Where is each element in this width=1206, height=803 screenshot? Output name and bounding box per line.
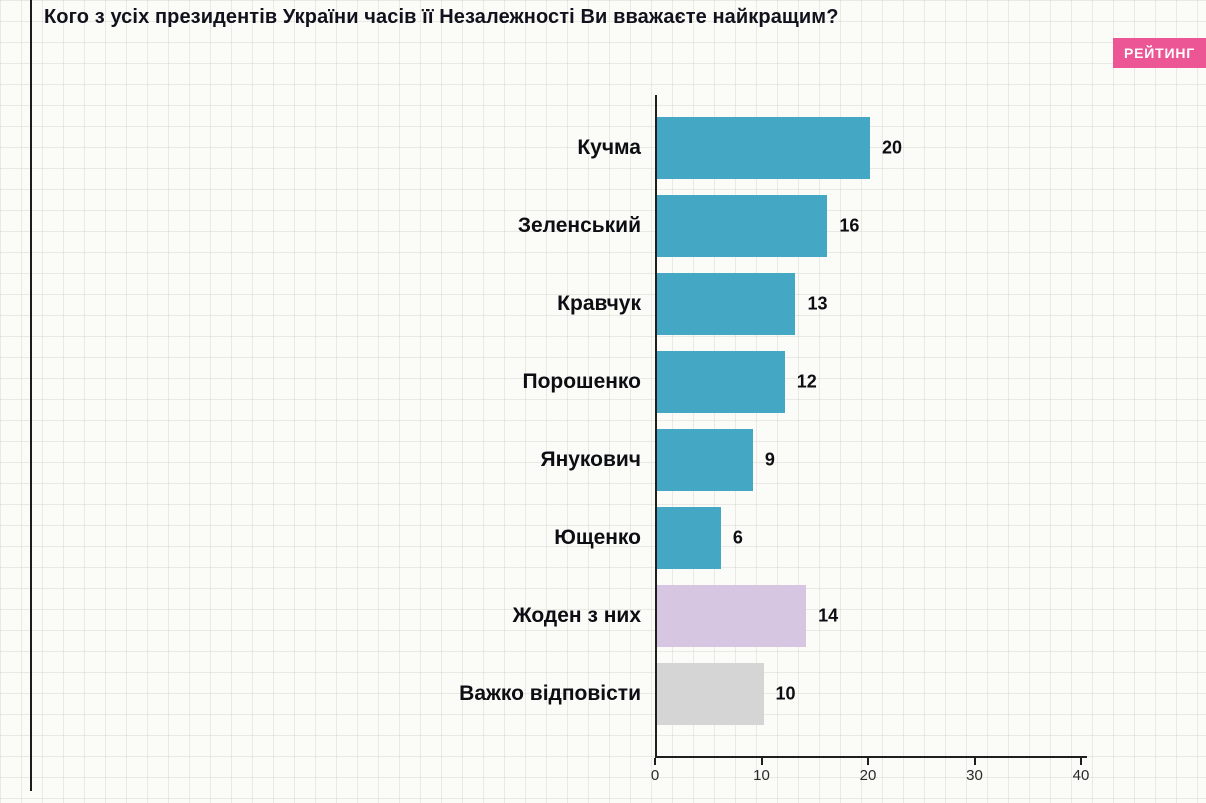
bar-area: 16 bbox=[655, 195, 1081, 257]
bar bbox=[657, 507, 721, 569]
x-tick-mark bbox=[760, 758, 763, 765]
bar bbox=[657, 663, 764, 725]
value-label: 13 bbox=[807, 293, 828, 314]
x-tick-label: 10 bbox=[753, 767, 770, 784]
bar bbox=[657, 429, 753, 491]
value-label: 14 bbox=[818, 605, 839, 626]
bar bbox=[657, 273, 796, 335]
x-tick-mark bbox=[867, 758, 869, 765]
value-label: 12 bbox=[796, 371, 817, 392]
chart-row: Жоден з них 14 bbox=[42, 577, 1081, 655]
left-border-rule bbox=[30, 0, 32, 791]
category-label: Зеленський bbox=[517, 214, 641, 237]
bar-area: 10 bbox=[655, 663, 1081, 725]
x-axis: 0 10 20 30 40 bbox=[651, 758, 1089, 786]
x-tick-label: 0 bbox=[650, 767, 660, 784]
bar-chart: Кучма 20 Зеленський 16 Кравчук 13 Порошенко 12 Я… bbox=[42, 95, 1089, 784]
chart-row: Зеленський 16 bbox=[42, 187, 1081, 265]
x-axis-line bbox=[655, 756, 1087, 758]
value-label: 16 bbox=[839, 215, 860, 236]
bar-area: 20 bbox=[655, 117, 1081, 179]
x-tick-mark bbox=[973, 758, 976, 765]
bar-area: 13 bbox=[655, 273, 1081, 335]
bar-area: 9 bbox=[655, 429, 1081, 491]
bar bbox=[657, 195, 828, 257]
y-axis-line bbox=[655, 95, 657, 758]
x-tick-label: 20 bbox=[859, 767, 877, 784]
chart-row: Кучма 20 bbox=[42, 109, 1081, 187]
x-tick-label: 40 bbox=[1072, 767, 1090, 784]
category-label: Порошенко bbox=[522, 370, 641, 393]
category-label: Жоден з них bbox=[512, 604, 641, 627]
category-label: Янукович bbox=[540, 448, 641, 471]
value-label: 9 bbox=[764, 449, 775, 470]
x-tick-label: 30 bbox=[966, 767, 983, 784]
value-label: 6 bbox=[732, 527, 743, 548]
bar bbox=[657, 585, 807, 647]
chart-row: Важко відповісти 10 bbox=[42, 655, 1081, 733]
page-title: Кого з усіх президентів України часів її… bbox=[44, 6, 839, 28]
value-label: 10 bbox=[775, 683, 796, 704]
bar bbox=[657, 351, 785, 413]
rating-group-logo: РЕЙТИНГ bbox=[1113, 38, 1206, 68]
x-tick-mark bbox=[654, 758, 656, 765]
bar-area: 12 bbox=[655, 351, 1081, 413]
chart-row: Порошенко 12 bbox=[42, 343, 1081, 421]
category-label: Ющенко bbox=[554, 526, 641, 549]
category-label: Важко відповісти bbox=[459, 682, 641, 705]
chart-row: Ющенко 6 bbox=[42, 499, 1081, 577]
category-label: Кучма bbox=[577, 136, 641, 159]
chart-rows: Кучма 20 Зеленський 16 Кравчук 13 Порошенко 12 Я… bbox=[42, 95, 1081, 756]
bar bbox=[657, 117, 870, 179]
bar-area: 14 bbox=[655, 585, 1081, 647]
chart-row: Янукович 9 bbox=[42, 421, 1081, 499]
value-label: 20 bbox=[882, 137, 903, 158]
chart-row: Кравчук 13 bbox=[42, 265, 1081, 343]
bar-area: 6 bbox=[655, 507, 1081, 569]
x-tick-mark bbox=[1080, 758, 1082, 765]
category-label: Кравчук bbox=[557, 292, 641, 315]
